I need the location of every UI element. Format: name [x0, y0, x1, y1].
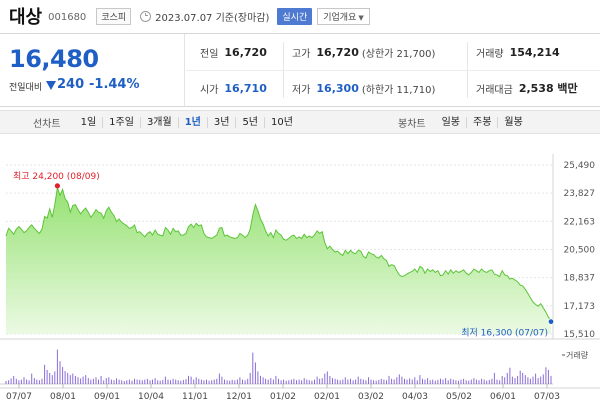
- line-chart-label: 선차트: [33, 118, 61, 130]
- x-tick-label: 10/04: [138, 392, 164, 402]
- quote-grid: 전일 16,720 고가 16,720 (상한가 21,700) 거래량 154…: [186, 34, 600, 106]
- y-tick-label: 22,163: [564, 217, 596, 227]
- period-tab[interactable]: 1일: [75, 116, 104, 128]
- candle-group: 봉차트 일봉 주봉 월봉: [398, 111, 529, 133]
- x-tick-label: 06/01: [490, 392, 516, 402]
- prev-close-cell: 전일 16,720: [200, 34, 267, 70]
- volume-label: 거래량: [476, 48, 504, 60]
- y-axis-labels: 25,490 23,827 22,163 20,500 18,837 17,173 15,5…: [564, 161, 596, 340]
- prev-close-value: 16,720: [224, 45, 267, 59]
- amount-value: 2,538 백만: [518, 82, 578, 95]
- amount-label: 거래대금: [476, 84, 513, 96]
- low-label: 저가: [292, 84, 311, 96]
- prev-close-label: 전일: [200, 48, 219, 60]
- low-cell: 저가 16,300 (하한가 11,710): [292, 70, 435, 106]
- price-chart[interactable]: 25,490 23,827 22,163 20,500 18,837 17,173 15,5…: [0, 134, 600, 410]
- price-line: [5, 187, 552, 321]
- period-tab[interactable]: 5년: [236, 116, 265, 128]
- high-cell: 고가 16,720 (상한가 21,700): [292, 34, 435, 70]
- high-marker: [54, 183, 61, 189]
- candle-chart-label: 봉차트: [398, 118, 426, 130]
- x-tick-label: 05/02: [446, 392, 472, 402]
- clock-icon: [140, 10, 152, 22]
- stock-header: 대상 001680 코스피 2023.07.07 기준(장마감) 실시간 기업개…: [0, 0, 600, 32]
- candle-tabs: 일봉 주봉 월봉: [436, 116, 529, 128]
- x-tick-label: 11/01: [182, 392, 208, 402]
- y-tick-label: 15,510: [564, 330, 596, 340]
- quote-date: 2023.07.07 기준(장마감): [155, 12, 270, 24]
- divider: [186, 70, 600, 71]
- x-tick-label: 02/01: [314, 392, 340, 402]
- stock-name: 대상: [9, 7, 43, 28]
- y-tick-label: 20,500: [564, 246, 596, 256]
- candle-tab[interactable]: 월봉: [504, 116, 523, 128]
- x-tick-label: 07/07: [6, 392, 32, 402]
- price-area: [6, 187, 551, 334]
- candle-tab[interactable]: 주봉: [467, 116, 499, 128]
- open-cell: 시가 16,710: [200, 70, 267, 106]
- candle-tab[interactable]: 일봉: [436, 116, 468, 128]
- period-tab[interactable]: 1년: [179, 116, 208, 128]
- x-axis-labels: 07/07 08/01 09/01 10/04 11/01 12/01 01/02 02/01…: [0, 384, 600, 402]
- period-tab[interactable]: 3년: [208, 116, 237, 128]
- x-tick-label: 03/02: [358, 392, 384, 402]
- high-value: 16,720: [316, 45, 359, 59]
- y-tick-label: 25,490: [564, 161, 596, 171]
- annotations: 최고 24,200 (08/09) 최저 16,300 (07/07): [13, 171, 555, 339]
- volume-label: 거래량: [566, 350, 589, 360]
- open-label: 시가: [200, 84, 219, 96]
- upper-limit: (상한가 21,700): [361, 48, 436, 60]
- chevron-down-icon: ▼: [358, 13, 364, 22]
- current-price: 16,480: [9, 45, 99, 73]
- volume-cell: 거래량 154,214: [476, 34, 560, 70]
- change-label: 전일대비: [9, 83, 43, 93]
- quote-panel: 16,480 전일대비 240 -1.44% 전일 16,720 고가 16,7…: [0, 33, 600, 107]
- period-tabs: 1일 1주일 3개월 1년 3년 5년 10년: [75, 116, 299, 128]
- x-tick-label: 09/01: [94, 392, 120, 402]
- period-tab[interactable]: 10년: [271, 116, 293, 128]
- company-overview-button[interactable]: 기업개요 ▼: [317, 7, 370, 25]
- change-percent: -1.44%: [89, 77, 140, 92]
- amount-cell: 거래대금 2,538 백만: [476, 70, 578, 106]
- y-tick-label: 23,827: [564, 189, 596, 199]
- low-marker: [547, 318, 555, 325]
- low-value: 16,300: [316, 81, 359, 95]
- area-layer: [5, 187, 552, 334]
- realtime-button[interactable]: 실시간: [277, 7, 313, 25]
- high-annotation: 최고 24,200 (08/09): [13, 171, 100, 182]
- x-tick-label: 04/03: [402, 392, 428, 402]
- low-annotation: 최저 16,300 (07/07): [461, 328, 548, 339]
- high-label: 고가: [292, 48, 311, 60]
- volume-value: 154,214: [509, 45, 560, 59]
- y-tick-label: 18,837: [564, 274, 596, 284]
- market-badge: 코스피: [96, 7, 132, 25]
- company-overview-label: 기업개요: [323, 12, 357, 23]
- period-tab[interactable]: 1주일: [103, 116, 141, 128]
- x-tick-label: 01/02: [270, 392, 296, 402]
- y-tick-label: 17,173: [564, 302, 596, 312]
- x-tick-label: 08/01: [50, 392, 76, 402]
- lower-limit: (하한가 11,710): [361, 84, 436, 96]
- x-tick-label: 07/03: [534, 392, 560, 402]
- change-value: 240: [57, 77, 85, 92]
- price-box: 16,480 전일대비 240 -1.44%: [0, 34, 185, 106]
- chart-toolbar: 선차트 1일 1주일 3개월 1년 3년 5년 10년 봉차트 일봉 주봉 월봉: [0, 110, 600, 134]
- open-value: 16,710: [224, 81, 267, 95]
- stock-code: 001680: [48, 12, 87, 23]
- period-tab[interactable]: 3개월: [141, 116, 179, 128]
- x-tick-label: 12/01: [226, 392, 252, 402]
- down-arrow-icon: [46, 81, 56, 90]
- volume-bars: 거래량: [0, 338, 600, 385]
